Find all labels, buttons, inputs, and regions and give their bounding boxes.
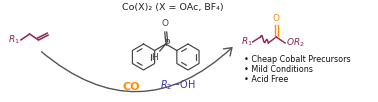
Text: $OR_2$: $OR_2$ <box>286 37 305 49</box>
Text: • Mild Conditions: • Mild Conditions <box>244 65 313 74</box>
Text: $R_1$: $R_1$ <box>241 36 253 48</box>
Text: H: H <box>151 53 158 62</box>
Text: O: O <box>161 19 168 28</box>
Text: • Cheap Cobalt Precursors: • Cheap Cobalt Precursors <box>244 55 350 64</box>
Text: • Acid Free: • Acid Free <box>244 75 288 84</box>
Text: $R_1$: $R_1$ <box>8 34 20 46</box>
FancyArrowPatch shape <box>42 48 232 92</box>
Text: $R_2$$-$OH: $R_2$$-$OH <box>160 78 195 92</box>
Text: O: O <box>273 14 280 23</box>
Text: CO: CO <box>122 82 140 92</box>
Text: P: P <box>164 38 169 48</box>
Text: Co(X)₂ (X = OAc, BF₄): Co(X)₂ (X = OAc, BF₄) <box>122 3 223 12</box>
